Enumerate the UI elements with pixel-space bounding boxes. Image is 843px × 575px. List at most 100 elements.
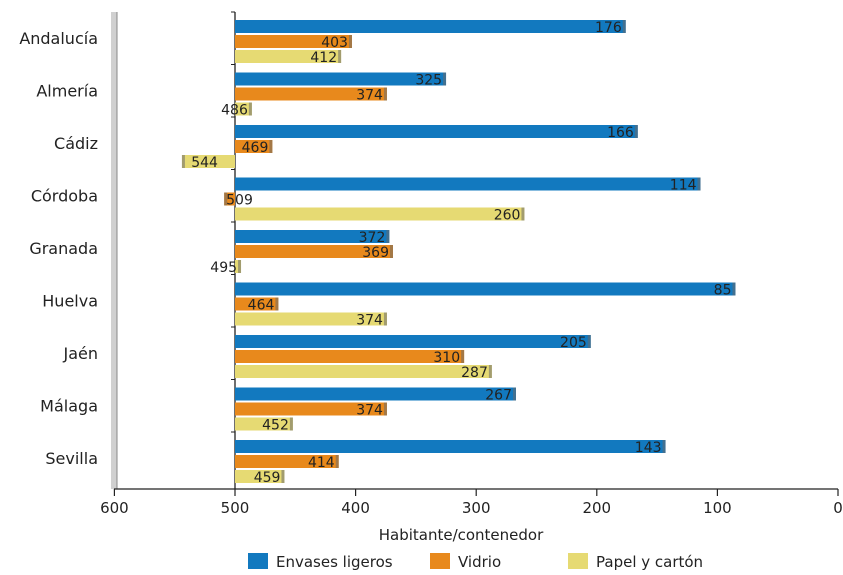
- bar-face: [235, 177, 701, 191]
- bar: 469: [235, 140, 273, 156]
- bar-cap: [512, 387, 516, 401]
- bar-cap: [275, 297, 279, 311]
- bar-face: [181, 155, 235, 168]
- data-label: 452: [262, 418, 289, 434]
- bar-cap: [338, 50, 342, 63]
- bar-cap: [383, 402, 387, 416]
- bar-face: [235, 282, 736, 296]
- bar-cap: [488, 365, 492, 378]
- data-label: 459: [254, 470, 281, 486]
- data-label: 372: [359, 230, 386, 246]
- category-label: Granada: [29, 239, 98, 258]
- bar-face: [235, 260, 242, 273]
- data-label: 325: [415, 73, 442, 89]
- bar: 369: [235, 245, 393, 261]
- bar-cap: [348, 35, 352, 48]
- bar-face: [235, 245, 393, 258]
- bar-cap: [389, 245, 393, 258]
- bar: 372: [235, 230, 390, 246]
- bar: 452: [235, 417, 293, 434]
- bar-face: [235, 365, 492, 378]
- chart-frame: [111, 11, 838, 490]
- legend-label: Vidrio: [458, 553, 501, 571]
- side-wall: [111, 12, 117, 489]
- bar-cap: [383, 312, 387, 326]
- bar-face: [235, 387, 516, 401]
- bar: 260: [235, 207, 525, 224]
- bar: 486: [221, 102, 252, 119]
- category-label: Huelva: [42, 292, 98, 311]
- bar: 325: [235, 72, 447, 89]
- category-labels: Andalucía Almería Cádiz Córdoba Granada Huelv…: [19, 29, 98, 468]
- bar-face: [235, 350, 465, 363]
- x-axis-title: Habitante/contenedor: [379, 526, 544, 544]
- bar: 544: [181, 155, 235, 171]
- bar: 464: [235, 297, 279, 314]
- data-label: 166: [607, 125, 634, 141]
- bar-cap: [732, 282, 736, 296]
- bar: 459: [235, 470, 285, 486]
- bar-cap: [521, 207, 525, 221]
- data-label: 374: [356, 88, 383, 104]
- bar-cap: [386, 230, 390, 243]
- bar: 414: [235, 455, 339, 471]
- bar-face: [235, 440, 666, 453]
- x-tick-label: 200: [582, 499, 611, 517]
- data-label: 369: [362, 245, 389, 261]
- x-tick-label: 600: [100, 499, 129, 517]
- bar-face: [235, 207, 525, 221]
- data-label: 287: [461, 365, 488, 381]
- bar-face: [235, 20, 626, 33]
- data-label: 469: [242, 140, 269, 156]
- data-label: 85: [714, 283, 732, 299]
- bar-face: [224, 192, 235, 206]
- bar: 287: [235, 365, 492, 381]
- data-label: 143: [635, 440, 662, 456]
- bar: 176: [235, 20, 626, 36]
- data-label: 260: [494, 208, 521, 224]
- data-label: 267: [485, 388, 512, 404]
- bar-cap: [697, 177, 701, 191]
- bar-cap: [289, 417, 293, 431]
- bar: 403: [235, 35, 352, 51]
- bar: 166: [235, 125, 638, 141]
- category-label: Cádiz: [54, 134, 98, 153]
- legend-swatch: [568, 553, 588, 569]
- data-label: 176: [595, 20, 622, 36]
- x-tick-label: 0: [833, 499, 843, 517]
- bar-face: [235, 230, 390, 243]
- x-tick-label: 500: [221, 499, 250, 517]
- bar: 267: [235, 387, 516, 404]
- bar-cap: [443, 72, 447, 86]
- bar-cap: [335, 455, 339, 468]
- category-label: Sevilla: [45, 449, 98, 468]
- data-label: 486: [221, 103, 248, 119]
- category-label: Málaga: [40, 397, 98, 416]
- bar-cap: [383, 87, 387, 101]
- data-label: 374: [356, 313, 383, 329]
- x-tick-label: 300: [462, 499, 491, 517]
- x-tick-label: 100: [703, 499, 732, 517]
- bar-cap: [269, 140, 273, 153]
- data-label: 544: [191, 155, 218, 171]
- legend-swatch: [430, 553, 450, 569]
- bar-face: [235, 297, 279, 311]
- data-label: 414: [308, 455, 335, 471]
- x-tick-label: 400: [341, 499, 370, 517]
- bar-face: [235, 72, 447, 86]
- bar-cap: [634, 125, 638, 138]
- category-label: Andalucía: [19, 29, 98, 48]
- category-label: Córdoba: [31, 187, 98, 206]
- bar: 143: [235, 440, 666, 456]
- data-label: 412: [310, 50, 337, 66]
- bar-cap: [662, 440, 666, 453]
- legend-item: Vidrio: [430, 553, 501, 571]
- bar-face: [235, 102, 252, 116]
- data-label: 495: [210, 260, 237, 276]
- bars-group: 1764034123253744861664695441145092603723…: [181, 20, 736, 486]
- bar: 374: [235, 312, 387, 329]
- legend-item: Envases ligeros: [248, 553, 393, 571]
- data-label: 310: [433, 350, 460, 366]
- bar-face: [235, 455, 339, 468]
